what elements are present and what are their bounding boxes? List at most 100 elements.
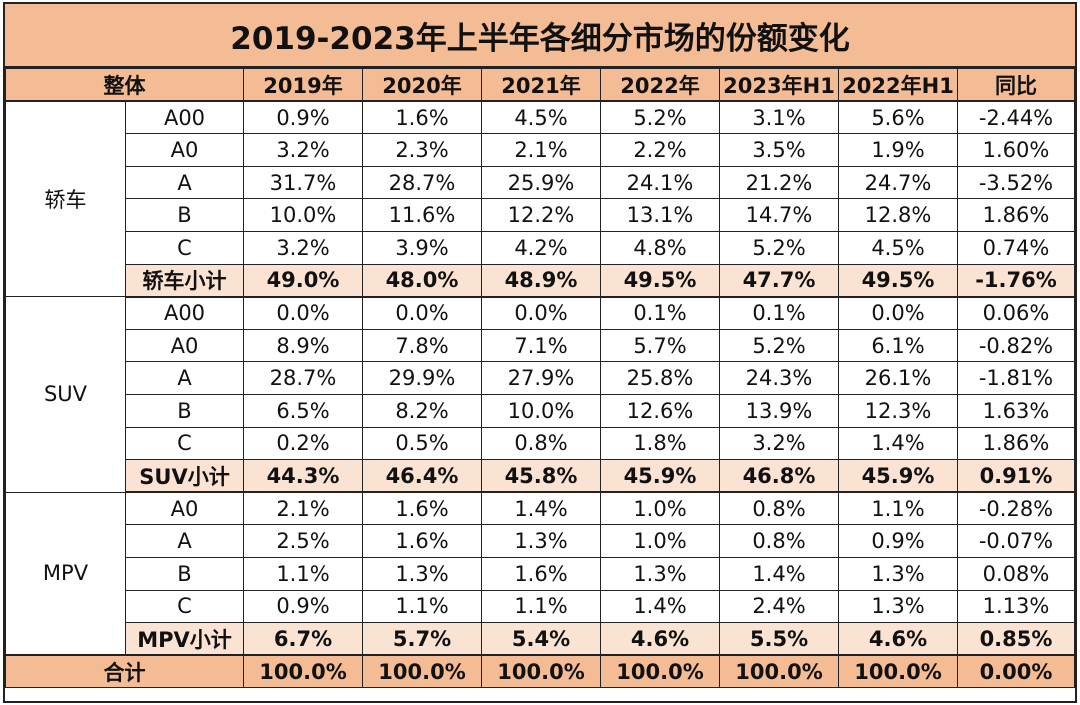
table-row: 轿车 A00 0.9% 1.6% 4.5% 5.2% 3.1% 5.6% -2.44%: [5, 100, 1075, 298]
table-row: A 31.7% 28.7% 25.9% 24.1% 21.2% 24.7% -3.52%: [6, 165, 1075, 200]
value-cell: 0.08%: [957, 556, 1075, 591]
total-value: 100.0%: [600, 654, 720, 689]
value-cell: 5.2%: [719, 230, 839, 265]
value-cell: 2.3%: [362, 133, 482, 167]
value-cell: 0.8%: [719, 524, 839, 558]
value-cell: 4.5%: [838, 230, 958, 265]
segment-label: B: [125, 393, 244, 428]
segment-label: A00: [125, 100, 244, 135]
value-cell: 26.1%: [838, 361, 958, 395]
table-row: B 1.1% 1.3% 1.6% 1.3% 1.4% 1.3% 0.08%: [6, 556, 1075, 591]
table-row: C 0.2% 0.5% 0.8% 1.8% 3.2% 1.4% 1.86%: [6, 426, 1075, 461]
value-cell: 14.7%: [719, 198, 839, 232]
value-cell: 1.6%: [362, 524, 482, 558]
value-cell: -0.82%: [957, 328, 1075, 363]
value-cell: 4.5%: [481, 100, 601, 135]
table-row: SUV A00 0.0% 0.0% 0.0% 0.1% 0.1% 0.0% 0.06%: [5, 296, 1075, 493]
subtotal-value: 48.9%: [481, 263, 601, 298]
value-cell: 0.0%: [481, 296, 601, 330]
value-cell: 25.9%: [481, 165, 601, 200]
value-cell: 12.2%: [481, 198, 601, 232]
value-cell: 0.9%: [838, 524, 958, 558]
subtotal-value: 4.6%: [600, 622, 720, 657]
value-cell: 13.9%: [719, 393, 839, 428]
value-cell: 12.8%: [838, 198, 958, 232]
value-cell: 10.0%: [481, 393, 601, 428]
header-2019: 2019年: [243, 68, 363, 103]
subtotal-value: 44.3%: [243, 459, 363, 494]
subtotal-value: 49.0%: [243, 263, 363, 298]
value-cell: 1.0%: [600, 524, 720, 558]
total-value: 100.0%: [243, 654, 363, 689]
value-cell: 5.2%: [719, 328, 839, 363]
subtotal-value: 0.85%: [957, 622, 1075, 657]
segment-label: A0: [125, 133, 244, 167]
value-cell: 1.6%: [481, 556, 601, 591]
value-cell: 3.9%: [362, 230, 482, 265]
value-cell: 2.1%: [481, 133, 601, 167]
value-cell: 1.1%: [481, 589, 601, 624]
value-cell: 0.1%: [600, 296, 720, 330]
value-cell: 1.9%: [838, 133, 958, 167]
value-cell: 12.6%: [600, 393, 720, 428]
subtotal-value: 45.9%: [838, 459, 958, 494]
value-cell: 21.2%: [719, 165, 839, 200]
value-cell: 5.2%: [600, 100, 720, 135]
value-cell: 25.8%: [600, 361, 720, 395]
subtotal-label: SUV小计: [125, 459, 244, 494]
subtotal-label: MPV小计: [125, 622, 244, 657]
value-cell: 1.3%: [481, 524, 601, 558]
value-cell: 0.8%: [481, 426, 601, 461]
subtotal-value: 5.5%: [719, 622, 839, 657]
segment-label: A0: [125, 491, 244, 526]
table-row: C 0.9% 1.1% 1.1% 1.4% 2.4% 1.3% 1.13%: [6, 589, 1075, 624]
value-cell: 3.2%: [719, 426, 839, 461]
value-cell: -1.81%: [957, 361, 1075, 395]
subtotal-label: 轿车小计: [125, 263, 244, 298]
header-2020: 2020年: [362, 68, 482, 103]
value-cell: 1.1%: [243, 556, 363, 591]
value-cell: 28.7%: [362, 165, 482, 200]
value-cell: 0.1%: [719, 296, 839, 330]
segment-label: A: [125, 524, 244, 558]
segment-label: C: [125, 426, 244, 461]
segment-label: C: [125, 589, 244, 624]
total-value: 100.0%: [719, 654, 839, 689]
value-cell: 31.7%: [243, 165, 363, 200]
total-value: 0.00%: [957, 654, 1075, 689]
subtotal-value: 5.4%: [481, 622, 601, 657]
table-row: A 28.7% 29.9% 27.9% 25.8% 24.3% 26.1% -1.81%: [6, 361, 1075, 395]
value-cell: 8.2%: [362, 393, 482, 428]
value-cell: 1.4%: [838, 426, 958, 461]
value-cell: 1.1%: [362, 589, 482, 624]
value-cell: 11.6%: [362, 198, 482, 232]
subtotal-value: 48.0%: [362, 263, 482, 298]
subtotal-value: 5.7%: [362, 622, 482, 657]
subtotal-value: 49.5%: [600, 263, 720, 298]
value-cell: 2.1%: [243, 491, 363, 526]
value-cell: 29.9%: [362, 361, 482, 395]
value-cell: 1.86%: [957, 426, 1075, 461]
segment-label: A0: [125, 328, 244, 363]
value-cell: 1.4%: [600, 589, 720, 624]
table-row: B 6.5% 8.2% 10.0% 12.6% 13.9% 12.3% 1.63%: [6, 393, 1075, 428]
value-cell: 1.3%: [362, 556, 482, 591]
value-cell: 24.3%: [719, 361, 839, 395]
header-row: 整体 2019年 2020年 2021年 2022年 2023年H1 2022年…: [5, 68, 1075, 103]
value-cell: 3.1%: [719, 100, 839, 135]
header-2022: 2022年: [600, 68, 720, 103]
value-cell: 3.5%: [719, 133, 839, 167]
subtotal-row: SUV小计 44.3% 46.4% 45.8% 45.9% 46.8% 45.9% 0.91%: [6, 459, 1075, 494]
table-row: A0 3.2% 2.3% 2.1% 2.2% 3.5% 1.9% 1.60%: [6, 133, 1075, 167]
value-cell: 0.9%: [243, 100, 363, 135]
table-title: 2019-2023年上半年各细分市场的份额变化: [5, 4, 1075, 68]
value-cell: -2.44%: [957, 100, 1075, 135]
value-cell: 0.5%: [362, 426, 482, 461]
subtotal-value: 45.9%: [600, 459, 720, 494]
value-cell: 8.9%: [243, 328, 363, 363]
share-table-frame: 2019-2023年上半年各细分市场的份额变化 整体 2019年 2020年 2…: [3, 2, 1077, 703]
value-cell: 0.06%: [957, 296, 1075, 330]
header-overall: 整体: [5, 68, 244, 103]
subtotal-value: 47.7%: [719, 263, 839, 298]
subtotal-row: MPV小计 6.7% 5.7% 5.4% 4.6% 5.5% 4.6% 0.85%: [6, 622, 1075, 657]
